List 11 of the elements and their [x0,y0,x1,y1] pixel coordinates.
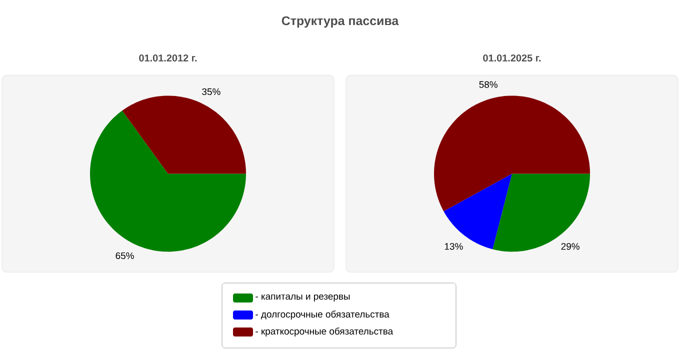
legend-label: - краткосрочные обязательства [256,328,394,336]
legend-label: - долгосрочные обязательства [256,310,390,320]
legend-label: - капиталы и резервы [256,294,350,302]
data-label: 65% [116,252,134,260]
data-label: 58% [479,81,498,88]
data-label: 35% [202,88,220,96]
chart-subtitle: 01.01.2012 г. [139,54,197,62]
chart-subtitle: 01.01.2025 г. [483,54,541,62]
data-label: 29% [561,243,580,250]
text: Структура пассива [282,16,399,28]
data-label: 13% [444,243,463,250]
